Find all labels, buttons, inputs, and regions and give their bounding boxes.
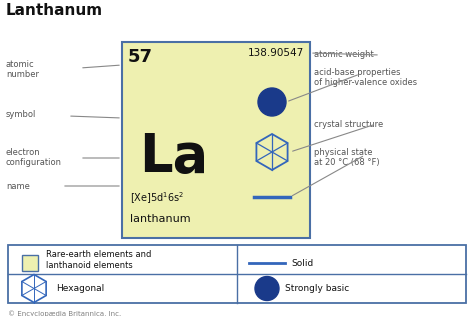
Bar [8, 245, 466, 303]
Text: La: La [139, 131, 209, 183]
Text: atomic weight: atomic weight [314, 50, 374, 59]
Text: crystal structure: crystal structure [314, 120, 383, 129]
Text: Lanthanum: Lanthanum [6, 3, 103, 18]
Text: © Encyclopædia Britannica, Inc.: © Encyclopædia Britannica, Inc. [8, 310, 121, 316]
Text: Rare-earth elements and
lanthanoid elements: Rare-earth elements and lanthanoid eleme… [46, 250, 151, 270]
Bar [122, 42, 310, 238]
Text: 57: 57 [128, 48, 153, 66]
Text: name: name [6, 182, 30, 191]
Text: Hexagonal: Hexagonal [56, 284, 104, 293]
Text: $\mathregular{[Xe]5d^16s^2}$: $\mathregular{[Xe]5d^16s^2}$ [130, 190, 184, 206]
Bar [22, 255, 38, 271]
Text: Solid: Solid [291, 258, 313, 268]
Circle shape [255, 276, 279, 301]
Text: symbol: symbol [6, 110, 36, 119]
Text: atomic
number: atomic number [6, 60, 39, 79]
Text: Strongly basic: Strongly basic [285, 284, 349, 293]
Text: electron
configuration: electron configuration [6, 148, 62, 167]
Text: acid-base properties
of higher-valence oxides: acid-base properties of higher-valence o… [314, 68, 417, 88]
Text: physical state
at 20 °C (68 °F): physical state at 20 °C (68 °F) [314, 148, 380, 167]
Text: lanthanum: lanthanum [130, 214, 191, 224]
Circle shape [258, 88, 286, 116]
Text: 138.90547: 138.90547 [248, 48, 304, 58]
